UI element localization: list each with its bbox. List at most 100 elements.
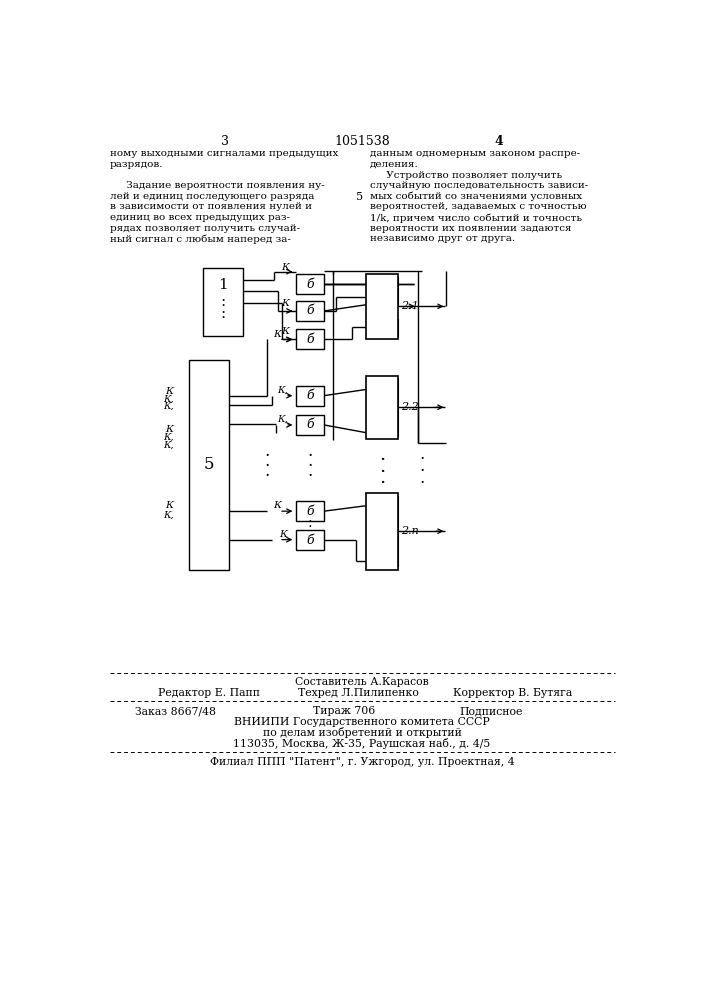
Bar	[296, 274, 324, 294]
Bar	[296, 501, 324, 521]
Text: мых событий со значениями условных: мых событий со значениями условных	[370, 192, 582, 201]
Text: .: .	[419, 458, 424, 475]
Text: 2.1: 2.1	[402, 301, 419, 311]
Text: :: :	[368, 414, 371, 423]
Text: ному выходными сигналами предыдущих: ному выходными сигналами предыдущих	[110, 149, 339, 158]
Text: 113035, Москва, Ж-35, Раушская наб., д. 4/5: 113035, Москва, Ж-35, Раушская наб., д. …	[233, 738, 491, 749]
Text: .: .	[264, 453, 269, 470]
Bar	[366, 389, 398, 401]
Text: 3.1: 3.1	[368, 379, 382, 388]
Text: единиц во всех предыдущих раз-: единиц во всех предыдущих раз-	[110, 213, 290, 222]
Text: 1051538: 1051538	[334, 135, 390, 148]
Text: Устройство позволяет получить: Устройство позволяет получить	[370, 171, 562, 180]
Text: 3: 3	[221, 135, 229, 148]
Text: К: К	[281, 327, 289, 336]
Text: б: б	[306, 278, 314, 291]
Text: .: .	[264, 463, 269, 480]
Bar	[189, 360, 230, 570]
Text: 4.4: 4.4	[368, 425, 382, 434]
Text: 4.2n: 4.2n	[368, 557, 387, 565]
Text: 4.1: 4.1	[368, 293, 382, 302]
Text: вероятности их появлении задаются: вероятности их появлении задаются	[370, 224, 571, 233]
Text: 4: 4	[495, 135, 503, 148]
Text: в зависимости от появления нулей и: в зависимости от появления нулей и	[110, 202, 312, 211]
Text: .: .	[379, 458, 385, 476]
Text: :: :	[221, 295, 226, 309]
Text: б: б	[306, 418, 314, 431]
Text: К,: К,	[163, 511, 174, 520]
Text: 2.2: 2.2	[402, 402, 419, 412]
Bar	[296, 415, 324, 435]
Text: 4.2: 4.2	[368, 323, 382, 332]
Bar	[366, 556, 398, 566]
Text: лей и единиц последующего разряда: лей и единиц последующего разряда	[110, 192, 315, 201]
Text: 5: 5	[204, 456, 214, 473]
Text: .: .	[419, 446, 424, 463]
Text: .: .	[419, 470, 424, 487]
Text: .: .	[379, 446, 385, 464]
Text: данным одномерным законом распре-: данным одномерным законом распре-	[370, 149, 580, 158]
Bar	[366, 277, 398, 291]
Text: Редактор Е. Папп: Редактор Е. Папп	[158, 688, 260, 698]
Text: :: :	[221, 307, 226, 321]
Text: вероятностей, задаваемых с точностью: вероятностей, задаваемых с точностью	[370, 202, 586, 211]
Bar	[366, 424, 398, 436]
Text: К,: К,	[163, 433, 174, 442]
Text: 4.1: 4.1	[368, 537, 382, 545]
Text: .: .	[264, 443, 269, 460]
Text: К,: К,	[163, 402, 174, 411]
Bar	[366, 413, 398, 424]
Bar	[366, 493, 398, 570]
Text: 3.3: 3.3	[368, 517, 382, 525]
Text: Составитель А.Карасов: Составитель А.Карасов	[295, 677, 429, 687]
Bar	[296, 301, 324, 321]
Text: К,: К,	[163, 394, 174, 403]
Text: К,: К,	[278, 414, 288, 423]
Text: Техред Л.Пилипенко: Техред Л.Пилипенко	[298, 688, 419, 698]
Bar	[366, 496, 398, 506]
Bar	[366, 401, 398, 413]
Text: 3.2: 3.2	[368, 507, 382, 515]
Text: рядах позволяет получить случай-: рядах позволяет получить случай-	[110, 224, 300, 233]
Text: б: б	[306, 304, 314, 317]
Text: независимо друг от друга.: независимо друг от друга.	[370, 234, 515, 243]
Text: .: .	[379, 469, 385, 487]
Text: Корректор В. Бутяга: Корректор В. Бутяга	[452, 688, 572, 698]
Text: .: .	[308, 453, 312, 470]
Bar	[366, 319, 398, 336]
Text: Заказ 8667/48: Заказ 8667/48	[135, 706, 216, 716]
Text: К: К	[165, 425, 174, 434]
Text: б: б	[306, 389, 314, 402]
Text: 3.1: 3.1	[368, 497, 382, 505]
Bar	[366, 274, 398, 339]
Text: 1: 1	[218, 278, 228, 292]
Text: деления.: деления.	[370, 160, 419, 169]
Text: 2.n: 2.n	[402, 526, 419, 536]
Text: К: К	[279, 530, 287, 539]
Text: разрядов.: разрядов.	[110, 160, 163, 169]
Bar	[366, 376, 398, 439]
Bar	[366, 526, 398, 536]
Text: ВНИИПИ Государственного комитета СССР: ВНИИПИ Государственного комитета СССР	[234, 717, 490, 727]
Bar	[366, 291, 398, 305]
Text: ный сигнал с любым наперед за-: ный сигнал с любым наперед за-	[110, 234, 291, 244]
Text: 5: 5	[356, 192, 363, 202]
Text: К: К	[165, 387, 174, 396]
Text: по делам изобретений и открытий: по делам изобретений и открытий	[262, 727, 462, 738]
Text: К: К	[273, 330, 281, 339]
Text: Филиал ППП "Патент", г. Ужгород, ул. Проектная, 4: Филиал ППП "Патент", г. Ужгород, ул. Про…	[210, 757, 514, 767]
Text: б: б	[306, 534, 314, 547]
Text: :: :	[368, 547, 371, 555]
Text: Тираж 706: Тираж 706	[313, 706, 375, 716]
Bar	[366, 536, 398, 546]
Text: К: К	[281, 299, 289, 308]
Bar	[366, 506, 398, 516]
Text: Задание вероятности появления ну-: Задание вероятности появления ну-	[110, 181, 325, 190]
Text: б: б	[306, 333, 314, 346]
Bar	[296, 386, 324, 406]
Text: К: К	[273, 500, 281, 510]
Text: К: К	[165, 500, 174, 510]
Bar	[366, 516, 398, 526]
Text: случайную последовательность зависи-: случайную последовательность зависи-	[370, 181, 588, 190]
Text: б: б	[306, 505, 314, 518]
